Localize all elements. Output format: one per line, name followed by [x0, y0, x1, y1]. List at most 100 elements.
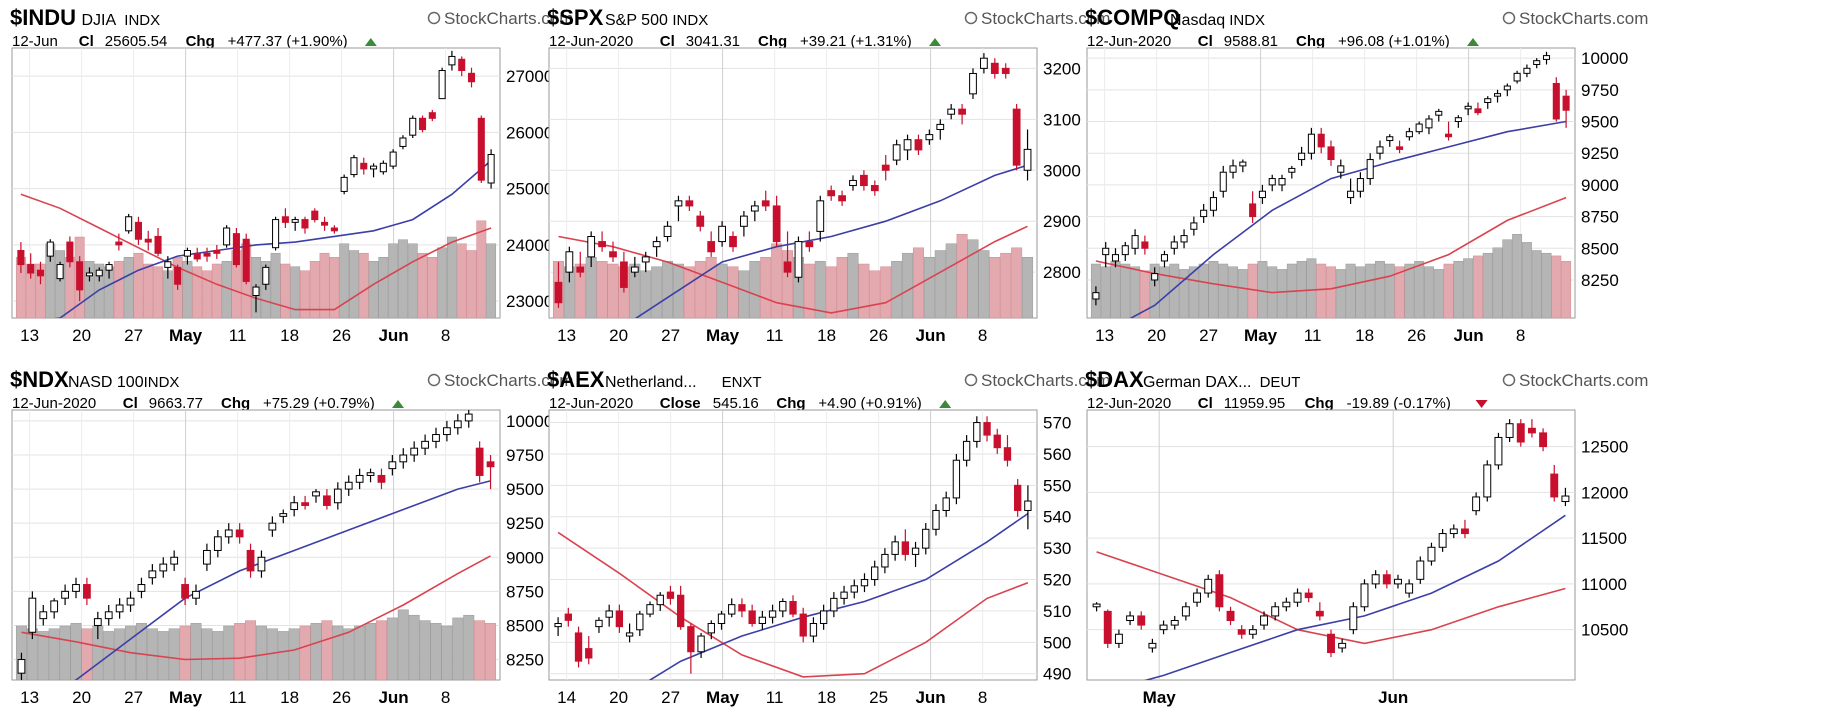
volume-bar	[114, 628, 126, 681]
candle	[355, 474, 364, 483]
chart-panel-ndx[interactable]: $NDX NASD 100 INDX StockCharts.com 12-Jun-20…	[0, 362, 584, 714]
volume-bar	[1100, 266, 1111, 319]
volume-bar	[814, 261, 826, 319]
volume-bar	[1169, 263, 1180, 319]
chg-label: Chg	[1305, 395, 1334, 412]
candle	[554, 622, 562, 628]
volume-bar	[1443, 263, 1454, 319]
volume-bar	[245, 620, 257, 681]
candle	[605, 610, 613, 618]
volume-bar	[270, 252, 281, 319]
candle	[448, 55, 456, 66]
volume-bar	[309, 261, 320, 319]
chart-panel-dax[interactable]: $DAX German DAX... DEUT StockCharts.com 12-J…	[1075, 362, 1659, 714]
volume-bar	[825, 266, 837, 319]
chart-svg: $NDX NASD 100 INDX StockCharts.com 12-Jun-20…	[10, 367, 573, 707]
volume-bar	[474, 620, 486, 681]
chart-date: 12-Jun	[12, 33, 58, 50]
candle	[1239, 161, 1247, 167]
volume-bar	[234, 623, 246, 681]
chart-name: S&P 500	[605, 12, 668, 29]
close-label: Cl	[79, 33, 94, 50]
candle	[1472, 496, 1481, 512]
candle	[438, 70, 446, 100]
candle	[922, 528, 930, 549]
candle	[816, 200, 825, 232]
candle	[761, 200, 770, 207]
candle	[1121, 245, 1129, 256]
volume-bar	[37, 631, 49, 681]
candle	[911, 547, 920, 555]
chart-panel-aex[interactable]: $AEX Netherland... ENXT StockCharts.com 12-J…	[537, 362, 1121, 714]
volume-bar	[858, 263, 870, 319]
candle	[193, 252, 201, 260]
candle	[758, 616, 767, 624]
candle	[554, 281, 563, 304]
candle	[794, 241, 803, 278]
candle	[1229, 165, 1237, 173]
up-arrow-icon	[1467, 38, 1479, 46]
candle	[137, 584, 146, 592]
candle	[1151, 273, 1159, 281]
candle	[1464, 105, 1472, 110]
y-tick-label: 3000	[1043, 161, 1081, 180]
candle	[942, 497, 950, 511]
candle	[564, 613, 572, 621]
y-tick-label: 500	[1043, 633, 1071, 652]
y-tick-label: 8750	[506, 582, 544, 601]
volume-bar	[329, 257, 340, 319]
y-tick-label: 9000	[1581, 176, 1619, 195]
candle	[958, 108, 966, 115]
x-tick-label: 8	[978, 326, 987, 345]
candle	[1137, 615, 1146, 626]
candle	[183, 250, 191, 257]
candle	[477, 117, 485, 181]
chart-panel-spx[interactable]: $SPX S&P 500 INDX StockCharts.com 12-Jun-202…	[537, 0, 1121, 352]
chg-value: -19.89 (-0.17%)	[1347, 395, 1451, 412]
volume-bar	[135, 623, 147, 681]
volume-bar	[288, 628, 300, 681]
volume-bar	[705, 257, 717, 319]
candle	[1092, 603, 1101, 608]
chart-panel-compq[interactable]: $COMPQ Nasdaq INDX StockCharts.com 12-Jun-20…	[1075, 0, 1659, 352]
volume-bar	[476, 220, 487, 319]
copyright-icon	[427, 11, 441, 25]
close-value: 11959.95	[1224, 395, 1285, 412]
volume-bar	[456, 243, 467, 319]
candle	[61, 590, 69, 599]
candle	[252, 286, 260, 296]
volume-bar	[1384, 263, 1395, 319]
x-tick-label: 13	[20, 326, 39, 345]
candle	[615, 610, 624, 628]
x-tick-label: Jun	[915, 688, 945, 707]
y-tick-label: 9500	[1581, 113, 1619, 132]
volume-bar	[1011, 247, 1023, 319]
volume-bar	[1198, 263, 1209, 319]
x-tick-label: 27	[661, 688, 680, 707]
candle	[952, 459, 961, 499]
volume-bar	[1000, 252, 1012, 319]
chart-date: 12-Jun-2020	[549, 395, 633, 412]
candle	[458, 58, 466, 71]
x-tick-label: 11	[229, 688, 247, 707]
candle	[487, 154, 495, 184]
down-arrow-icon	[1475, 400, 1488, 408]
candle	[1366, 159, 1374, 180]
chart-symbol: $DAX	[1085, 367, 1144, 392]
candle	[728, 604, 736, 615]
candle	[224, 529, 233, 538]
candle	[1416, 560, 1425, 580]
chart-name: Netherland...	[605, 374, 697, 391]
candle	[56, 264, 64, 280]
candle	[1503, 85, 1511, 91]
candle	[1550, 473, 1559, 498]
chart-panel-indu[interactable]: $INDU DJIA INDX StockCharts.com 12-Jun Cl 2560…	[0, 0, 584, 352]
candle	[860, 174, 868, 187]
candle	[1160, 254, 1169, 262]
candle	[93, 618, 102, 626]
candle	[1204, 578, 1213, 594]
volume-bar	[354, 625, 366, 681]
volume-bar	[1433, 269, 1444, 319]
chart-exchange: INDX	[1229, 12, 1265, 29]
candle	[870, 185, 879, 192]
